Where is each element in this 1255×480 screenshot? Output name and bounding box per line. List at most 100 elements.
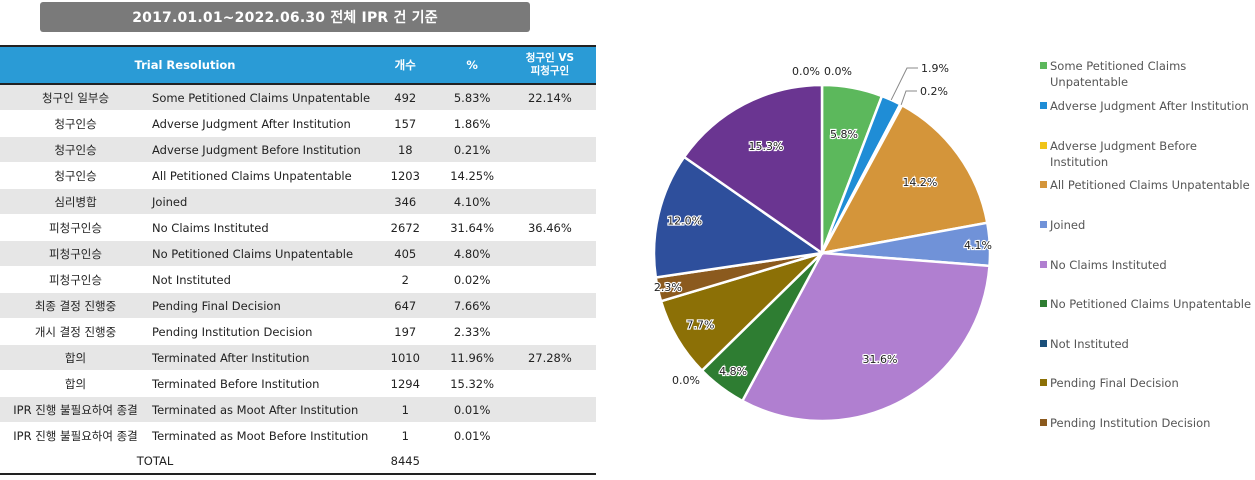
row-count: 492 <box>370 84 441 111</box>
header-group-line1: 청구인 VS <box>525 52 575 64</box>
row-group-percent <box>503 318 596 345</box>
row-percent: 5.83% <box>440 84 504 111</box>
legend-swatch <box>1040 379 1047 386</box>
row-group-percent: 22.14% <box>503 84 596 111</box>
legend-label: All Petitioned Claims Unpatentable <box>1050 178 1250 192</box>
slice-label: 15.3% <box>749 140 784 153</box>
row-resolution: No Claims Instituted <box>151 214 371 241</box>
legend-label: Pending Institution Decision <box>1050 416 1211 430</box>
row-resolution: No Petitioned Claims Unpatentable <box>151 240 371 267</box>
legend-item: Pending Final Decision <box>1040 375 1252 391</box>
row-korean-label: 청구인 일부승 <box>0 84 152 111</box>
row-count: 2 <box>370 266 441 293</box>
table-row: 청구인승 All Petitioned Claims Unpatentable 12… <box>0 162 596 189</box>
table-total-row: TOTAL 8445 <box>0 448 596 475</box>
pie-slice <box>820 94 902 254</box>
header-trial-resolution: Trial Resolution <box>0 45 371 85</box>
row-percent: 4.80% <box>440 240 504 267</box>
row-count: 2672 <box>370 214 441 241</box>
row-count: 405 <box>370 240 441 267</box>
table-row: 심리병합 Joined 346 4.10% <box>0 188 596 215</box>
row-resolution: Adverse Judgment Before Institution <box>151 136 371 163</box>
banner-text: 2017.01.01~2022.06.30 전체 IPR 건 기준 <box>132 10 438 26</box>
row-korean-label: 피청구인승 <box>0 240 152 267</box>
row-count: 1294 <box>370 370 441 397</box>
row-resolution: Some Petitioned Claims Unpatentable <box>151 84 371 111</box>
slice-label: 0.2% <box>920 85 948 98</box>
header-petitioner-vs-owner: 청구인 VS 피청구인 <box>503 45 596 85</box>
legend-swatch <box>1040 340 1047 347</box>
row-percent: 2.33% <box>440 318 504 345</box>
pie-slice <box>652 155 826 279</box>
row-percent: 1.86% <box>440 110 504 137</box>
row-korean-label: IPR 진행 불필요하여 종결 <box>0 396 152 423</box>
row-count: 1 <box>370 396 441 423</box>
legend-swatch <box>1040 221 1047 228</box>
legend-swatch <box>1040 102 1047 109</box>
slice-label: 12.0% <box>667 215 702 228</box>
legend-swatch <box>1040 62 1047 69</box>
legend-item: Adverse Judgment After Institution <box>1040 98 1252 114</box>
legend-swatch <box>1040 419 1047 426</box>
slice-label: 1.9% <box>921 62 949 75</box>
table-row: 청구인 일부승 Some Petitioned Claims Unpatentab… <box>0 84 596 111</box>
row-percent: 11.96% <box>440 344 504 371</box>
table-row: 청구인승 Adverse Judgment Before Institution 1… <box>0 136 596 163</box>
row-resolution: Terminated After Institution <box>151 344 371 371</box>
slice-label: 31.6% <box>863 353 898 366</box>
row-percent: 0.02% <box>440 266 504 293</box>
row-percent: 0.01% <box>440 422 504 449</box>
total-label: TOTAL <box>0 448 371 475</box>
legend-label: Pending Final Decision <box>1050 376 1179 390</box>
row-resolution: Pending Institution Decision <box>151 318 371 345</box>
legend-item: All Petitioned Claims Unpatentable <box>1040 177 1252 193</box>
legend-label: Joined <box>1050 218 1086 232</box>
slice-label: 0.0% <box>672 374 700 387</box>
row-group-percent <box>503 110 596 137</box>
slice-label: 0.0% <box>824 65 852 78</box>
legend-item: Pending Institution Decision <box>1040 415 1252 431</box>
pie-slice <box>821 221 992 268</box>
table-row: IPR 진행 불필요하여 종결 Terminated as Moot Before… <box>0 422 596 449</box>
slice-label: 7.7% <box>686 319 714 332</box>
row-group-percent <box>503 396 596 423</box>
row-percent: 4.10% <box>440 188 504 215</box>
pie-slice <box>819 103 989 255</box>
row-resolution: Terminated as Moot After Institution <box>151 396 371 423</box>
slice-label: 0.0% <box>792 65 820 78</box>
row-korean-label: 청구인승 <box>0 162 152 189</box>
row-group-percent: 27.28% <box>503 344 596 371</box>
legend-item: Some Petitioned Claims Unpatentable <box>1040 58 1252 90</box>
pie-slice <box>682 83 824 256</box>
row-percent: 14.25% <box>440 162 504 189</box>
table-row: 피청구인승 No Claims Instituted 2672 31.64% 36.46… <box>0 214 596 241</box>
header-group-line2: 피청구인 <box>530 65 570 77</box>
row-percent: 15.32% <box>440 370 504 397</box>
row-resolution: Pending Final Decision <box>151 292 371 319</box>
row-count: 18 <box>370 136 441 163</box>
row-group-percent <box>503 370 596 397</box>
date-range-banner: 2017.01.01~2022.06.30 전체 IPR 건 기준 <box>40 2 530 32</box>
row-group-percent <box>503 136 596 163</box>
pie-slice <box>820 83 884 254</box>
row-resolution: Adverse Judgment After Institution <box>151 110 371 137</box>
row-korean-label: 청구인승 <box>0 110 152 137</box>
row-count: 197 <box>370 318 441 345</box>
row-group-percent: 36.46% <box>503 214 596 241</box>
row-group-percent <box>503 292 596 319</box>
legend-label: Adverse Judgment Before Institution <box>1050 139 1197 169</box>
row-korean-label: 합의 <box>0 344 152 371</box>
row-korean-label: 심리병합 <box>0 188 152 215</box>
row-group-percent <box>503 162 596 189</box>
legend-label: No Petitioned Claims Unpatentable <box>1050 297 1252 311</box>
table-row: 최종 결정 진행중 Pending Final Decision 647 7.66% <box>0 292 596 319</box>
slice-label: 5.8% <box>830 128 858 141</box>
row-count: 1010 <box>370 344 441 371</box>
row-korean-label: 최종 결정 진행중 <box>0 292 152 319</box>
pie-slice <box>820 102 904 254</box>
legend-label: Not Instituted <box>1050 337 1129 351</box>
legend-label: Some Petitioned Claims Unpatentable <box>1050 59 1187 89</box>
total-percent <box>440 448 504 475</box>
row-count: 1203 <box>370 162 441 189</box>
leader-line <box>900 90 917 105</box>
